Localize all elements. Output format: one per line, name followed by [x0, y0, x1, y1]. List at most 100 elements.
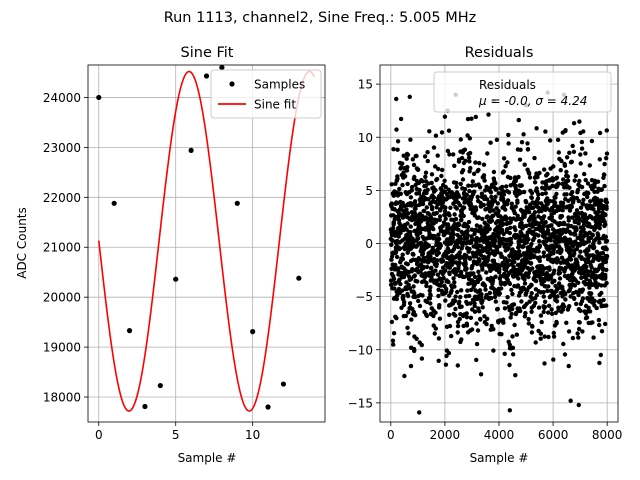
sine-fit-legend-box: [210, 69, 322, 119]
residual-point: [479, 191, 485, 196]
residual-point: [571, 121, 577, 126]
residual-point: [481, 162, 487, 167]
residual-point: [569, 248, 574, 253]
residual-point: [478, 317, 483, 322]
residual-point: [594, 305, 599, 311]
residual-point: [464, 253, 469, 259]
residual-point: [569, 159, 574, 164]
residual-point: [581, 202, 586, 207]
residual-point: [546, 231, 551, 236]
residual-point: [501, 196, 506, 201]
residual-point: [433, 268, 438, 273]
residual-outlier-point: [417, 410, 422, 415]
residual-point: [603, 321, 608, 327]
residual-point: [438, 243, 443, 248]
residual-point: [423, 174, 428, 179]
residual-point: [591, 207, 596, 212]
residual-point: [541, 294, 546, 299]
residual-point: [526, 237, 531, 242]
residual-point: [570, 243, 576, 249]
residual-point: [405, 152, 411, 157]
residual-point: [477, 288, 483, 293]
residual-point: [493, 181, 498, 186]
residual-point: [428, 254, 433, 259]
residual-point: [533, 300, 538, 306]
residual-point: [551, 247, 556, 252]
residual-point: [409, 188, 414, 193]
residual-point: [477, 185, 483, 190]
residual-point: [546, 334, 551, 340]
sine-fit-grid: [88, 65, 325, 422]
residual-point: [422, 259, 427, 264]
residual-point: [549, 311, 555, 316]
residual-point: [505, 160, 510, 165]
residual-point: [529, 291, 534, 296]
residual-point: [429, 172, 435, 177]
residual-point: [436, 358, 441, 363]
residual-point: [604, 280, 609, 286]
residual-point: [529, 195, 534, 201]
residual-point: [506, 263, 511, 268]
residual-point: [501, 192, 507, 197]
residual-point: [453, 313, 458, 318]
residual-point: [597, 157, 602, 162]
residual-point: [555, 137, 561, 142]
residual-point: [548, 138, 553, 143]
residual-point: [517, 157, 523, 162]
residual-point: [466, 219, 472, 225]
residual-point: [597, 322, 602, 328]
sine-fit-ytick-label: 22000: [43, 191, 81, 205]
residual-point: [444, 289, 449, 294]
legend-sine-fit-label: Sine fit: [254, 98, 296, 112]
residuals-legend-box: [433, 71, 612, 113]
residual-point: [561, 177, 566, 182]
residual-point: [512, 210, 517, 216]
residual-point: [604, 156, 609, 161]
residual-point: [427, 231, 432, 236]
residual-point: [391, 276, 397, 282]
residual-point: [533, 278, 539, 284]
residual-point: [556, 150, 561, 155]
residual-point: [405, 221, 410, 226]
residual-point: [581, 226, 586, 232]
residual-point: [537, 255, 543, 260]
residual-point: [480, 267, 485, 272]
residual-point: [413, 182, 418, 188]
residual-point: [464, 192, 469, 197]
residual-point: [591, 335, 596, 340]
residual-point: [495, 306, 500, 312]
residual-point: [504, 202, 510, 207]
residual-point: [443, 184, 448, 190]
residual-point: [596, 236, 602, 242]
residual-point: [445, 148, 451, 154]
residual-point: [494, 187, 499, 192]
residual-point: [491, 169, 497, 175]
residual-point: [478, 252, 484, 258]
residual-point: [488, 140, 493, 145]
residual-point: [561, 304, 567, 309]
residual-point: [454, 180, 459, 186]
residual-point: [414, 153, 419, 159]
residual-point: [503, 164, 508, 169]
residual-point: [506, 258, 512, 263]
residual-point: [519, 140, 525, 145]
residual-point: [392, 286, 397, 291]
residual-point: [457, 299, 462, 304]
residual-point: [431, 145, 437, 150]
residual-point: [436, 287, 441, 292]
residual-point: [442, 114, 448, 119]
residual-point: [428, 293, 433, 298]
residual-point: [480, 305, 485, 310]
sine-fit-panel: Sine Fit Sample # ADC Counts 0 5 10 18000 19…: [15, 45, 326, 465]
residual-point: [562, 221, 567, 227]
residual-point: [545, 171, 550, 177]
residual-point: [496, 208, 501, 214]
residual-point: [478, 276, 483, 281]
residual-point: [481, 202, 486, 208]
residual-point: [495, 250, 500, 255]
residual-point: [545, 201, 550, 207]
residual-point: [468, 287, 474, 293]
residual-point: [425, 150, 430, 155]
residual-point: [501, 221, 506, 227]
residual-point: [477, 258, 482, 263]
